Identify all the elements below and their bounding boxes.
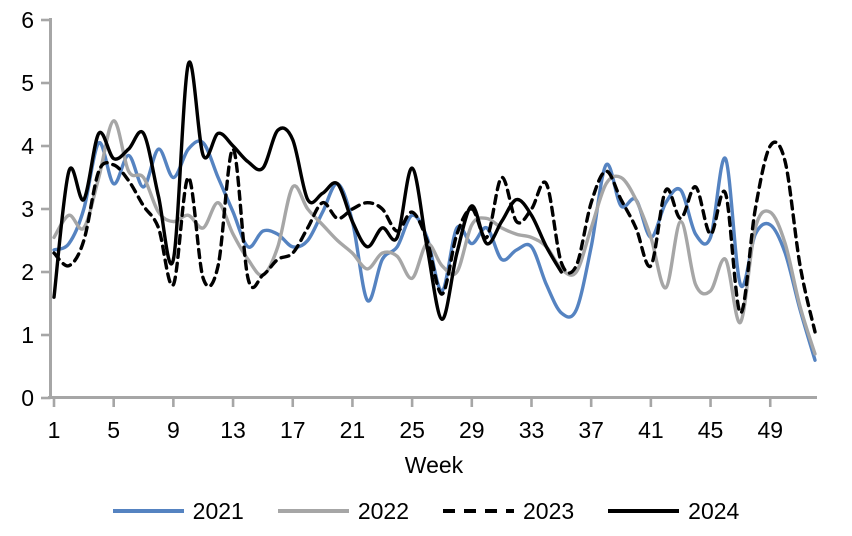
legend-swatch-2021-line [112,509,184,513]
series-line-2023 [52,140,817,334]
y-axis-tick-label: 0 [21,385,34,411]
y-axis-tick-label: 5 [21,70,34,96]
legend-item-2021: 2021 [112,497,244,524]
series-line-2022 [52,119,817,356]
x-axis-tick-label: 1 [48,417,61,443]
series-line-2024 [52,60,563,322]
y-axis-tick-label: 1 [21,322,34,348]
x-axis-tick-label: 13 [220,417,246,443]
y-axis-tick-label: 3 [21,196,34,222]
legend-item-2024: 2024 [608,497,740,524]
y-axis-tick-label: 4 [21,133,34,159]
x-axis-tick-label: 5 [107,417,120,443]
legend-swatch-2022-line [277,509,349,513]
x-axis-tick-label: 9 [167,417,180,443]
legend-label-2023: 2023 [523,497,575,524]
legend-item-2023: 2023 [443,497,575,524]
legend-label-2022: 2022 [357,497,409,524]
y-axis-tick-label: 6 [21,7,34,33]
x-axis-title: Week [404,452,464,478]
legend-swatch-2024-line [608,509,680,513]
x-axis-tick-label: 49 [757,417,783,443]
x-axis-tick-label: 21 [340,417,366,443]
y-axis-tick-label: 2 [21,259,34,285]
series-line-2021 [52,139,817,362]
x-axis-tick-label: 37 [578,417,604,443]
x-axis-tick-label: 29 [459,417,485,443]
legend-swatch-2023-line [443,509,514,513]
x-axis-tick-label: 17 [280,417,306,443]
x-axis-tick-label: 45 [698,417,724,443]
x-axis-tick-label: 25 [399,417,425,443]
legend-label-2024: 2024 [688,497,740,524]
x-axis-tick-label: 33 [519,417,545,443]
chart-legend: 2021 2022 2023 2024 [0,494,852,528]
legend-item-2022: 2022 [277,497,409,524]
legend-label-2021: 2021 [192,497,244,524]
x-axis-tick-label: 41 [638,417,664,443]
